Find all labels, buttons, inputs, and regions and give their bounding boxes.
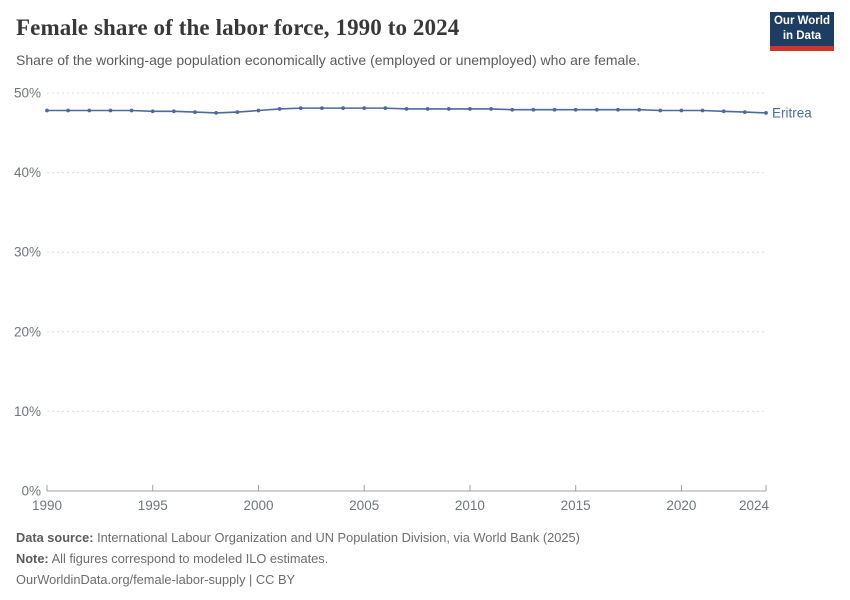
svg-text:20%: 20% (14, 324, 41, 339)
svg-text:50%: 50% (14, 86, 41, 101)
note-line: Note: All figures correspond to modeled … (16, 548, 816, 569)
citation-link[interactable]: OurWorldinData.org/female-labor-supply |… (16, 572, 296, 587)
data-source-label: Data source: (16, 530, 94, 545)
svg-text:1990: 1990 (32, 498, 62, 513)
svg-text:0%: 0% (21, 484, 41, 499)
svg-text:2005: 2005 (349, 498, 379, 513)
svg-text:1995: 1995 (138, 498, 168, 513)
owid-logo[interactable]: Our World in Data (770, 12, 834, 51)
x-axis (46, 485, 767, 492)
chart-footer: Data source: International Labour Organi… (16, 527, 816, 590)
svg-text:2024: 2024 (739, 498, 770, 513)
gridlines (47, 92, 766, 412)
note-label: Note: (16, 551, 49, 566)
svg-text:2020: 2020 (666, 498, 696, 513)
svg-text:30%: 30% (14, 245, 41, 260)
svg-text:2015: 2015 (561, 498, 591, 513)
owid-logo-line1: Our World (773, 15, 830, 27)
note-text: All figures correspond to modeled ILO es… (51, 551, 329, 566)
page-title: Female share of the labor force, 1990 to… (16, 15, 460, 40)
data-source-line: Data source: International Labour Organi… (16, 527, 816, 548)
svg-text:2000: 2000 (243, 498, 273, 513)
svg-text:10%: 10% (14, 404, 41, 419)
y-axis-labels: 0% 10% 20% 30% 40% 50% (14, 86, 41, 499)
series-label-eritrea[interactable]: Eritrea (772, 105, 812, 120)
data-points-eritrea[interactable] (45, 106, 768, 115)
svg-text:2010: 2010 (455, 498, 485, 513)
x-axis-labels: 1990 1995 2000 2005 2010 2015 2020 2024 (32, 498, 770, 513)
svg-text:40%: 40% (14, 165, 41, 180)
data-source-text: International Labour Organization and UN… (97, 530, 580, 545)
chart-subtitle: Share of the working-age population econ… (16, 52, 641, 68)
owid-logo-line2: in Data (782, 30, 822, 42)
